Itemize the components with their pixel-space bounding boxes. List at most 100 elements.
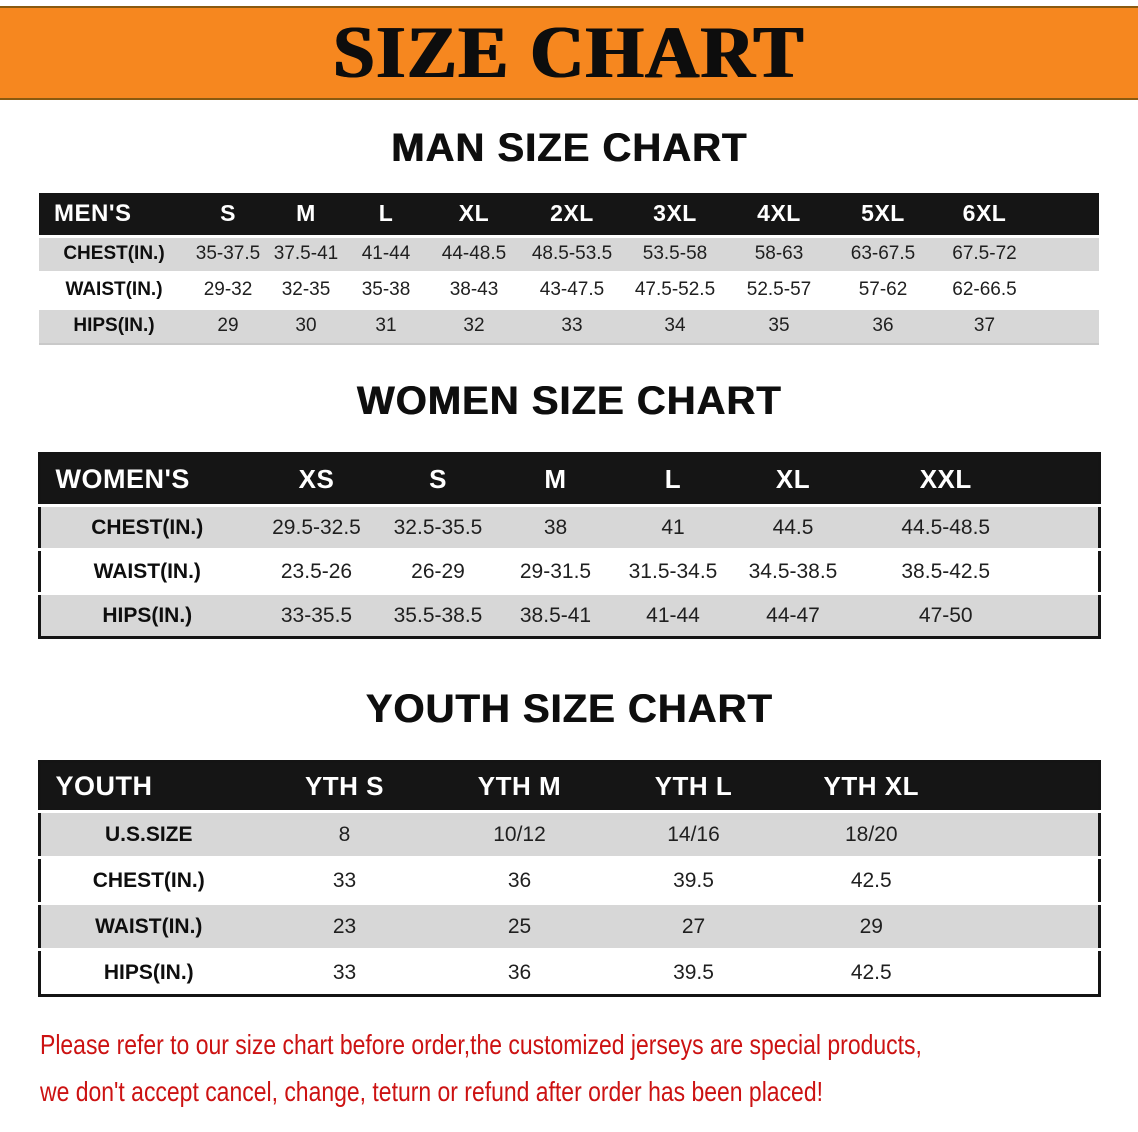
size-value-cell: 23 <box>332 914 357 938</box>
women-chest-row: CHEST(IN.) 29.5-32.5 32.5-35.5 38 41 44.… <box>39 505 1099 550</box>
size-value-cell: 31.5-34.5 <box>628 559 718 583</box>
youth-table-title: YOUTH <box>39 761 257 812</box>
row-label: HIPS(IN.) <box>102 603 193 627</box>
size-header-cell: 2XL <box>521 193 623 236</box>
size-header-cell: XL <box>427 193 521 236</box>
size-value-cell: 44.5-48.5 <box>901 515 991 539</box>
men-table-title: MEN'S <box>39 193 189 236</box>
size-header-cell: M <box>267 193 345 236</box>
youth-section: YOUTH SIZE CHART YOUTH YTH S YTH M YTH L… <box>0 687 1138 997</box>
size-value-cell: 32.5-35.5 <box>393 515 483 539</box>
size-value-cell: 44-47 <box>766 603 820 627</box>
women-size-table: WOMEN'S XS S M L XL XXL CHEST(IN.) 29.5-… <box>37 452 1101 639</box>
size-value-cell: 43-47.5 <box>539 279 605 300</box>
size-header-cell: 5XL <box>831 193 935 236</box>
men-hips-row: HIPS(IN.) 29 30 31 32 33 34 35 36 37 <box>39 308 1099 344</box>
size-header-cell: M <box>497 453 614 506</box>
size-value-cell: 14/16 <box>667 822 720 846</box>
size-value-cell: 53.5-58 <box>642 243 708 264</box>
size-value-cell: 67.5-72 <box>952 243 1017 264</box>
youth-hips-row: HIPS(IN.) 33 36 39.5 42.5 <box>39 949 1099 996</box>
row-label: WAIST(IN.) <box>93 559 201 583</box>
size-value-cell: 34.5-38.5 <box>748 559 838 583</box>
size-value-cell: 29 <box>859 914 883 938</box>
size-value-cell: 8 <box>338 822 351 846</box>
size-header-cell: 3XL <box>623 193 727 236</box>
size-value-cell: 41-44 <box>646 603 700 627</box>
size-value-cell: 42.5 <box>850 868 892 892</box>
size-header-cell: L <box>345 193 427 236</box>
size-value-cell: 34 <box>664 315 686 337</box>
size-value-cell: 33 <box>561 315 583 337</box>
size-value-cell: 63-67.5 <box>850 243 916 264</box>
size-value-cell: 47-50 <box>918 603 973 627</box>
size-value-cell: 36 <box>507 960 532 984</box>
size-value-cell: 37 <box>973 315 996 337</box>
size-value-cell: 48.5-53.5 <box>531 243 613 264</box>
size-value-cell: 10/12 <box>493 822 546 846</box>
size-header-cell: YTH L <box>607 761 780 812</box>
women-section: WOMEN SIZE CHART WOMEN'S XS S M L XL XXL <box>0 379 1138 639</box>
size-value-cell: 47.5-52.5 <box>634 279 716 300</box>
size-header-cell: XXL <box>854 453 1099 506</box>
size-value-cell: 29 <box>217 315 239 337</box>
size-value-cell: 57-62 <box>858 279 908 300</box>
men-chest-row: CHEST(IN.) 35-37.5 37.5-41 41-44 44-48.5… <box>39 236 1099 272</box>
size-value-cell: 39.5 <box>673 868 714 892</box>
size-value-cell: 26-29 <box>411 559 465 583</box>
men-size-table: MEN'S S M L XL 2XL 3XL 4XL 5XL 6XL CHEST… <box>39 193 1099 345</box>
size-header-cell: 4XL <box>727 193 831 236</box>
size-header-cell: L <box>614 453 732 506</box>
youth-chest-row: CHEST(IN.) 33 36 39.5 42.5 <box>39 857 1099 904</box>
row-label: HIPS(IN.) <box>103 960 194 984</box>
women-hips-row: HIPS(IN.) 33-35.5 35.5-38.5 38.5-41 41-4… <box>39 593 1099 638</box>
row-label: WAIST(IN.) <box>95 914 203 938</box>
row-label: CHEST(IN.) <box>92 868 205 892</box>
size-value-cell: 29.5-32.5 <box>272 515 361 539</box>
size-value-cell: 44-48.5 <box>441 243 507 264</box>
page-title: SIZE CHART <box>333 12 805 94</box>
row-label: HIPS(IN.) <box>73 315 155 337</box>
size-value-cell: 35-38 <box>361 279 411 300</box>
size-value-cell: 29-31.5 <box>519 559 592 583</box>
youth-waist-row: WAIST(IN.) 23 25 27 29 <box>39 903 1099 950</box>
size-value-cell: 52.5-57 <box>746 279 812 300</box>
size-value-cell: 62-66.5 <box>952 279 1017 300</box>
disclaimer-line-2: we don't accept cancel, change, teturn o… <box>40 1076 823 1107</box>
banner: SIZE CHART <box>0 6 1138 100</box>
size-value-cell: 35.5-38.5 <box>393 603 483 627</box>
size-value-cell: 23.5-26 <box>280 559 353 583</box>
size-value-cell: 27 <box>681 914 706 938</box>
size-header-cell: XL <box>732 453 854 506</box>
row-label: CHEST(IN.) <box>63 243 165 264</box>
disclaimer-line-1: Please refer to our size chart before or… <box>40 1029 922 1060</box>
size-header-cell: YTH S <box>257 761 432 812</box>
size-header-cell: YTH XL <box>780 761 1099 812</box>
size-value-cell: 38.5-41 <box>519 603 592 627</box>
size-value-cell: 41-44 <box>361 243 411 264</box>
row-label: WAIST(IN.) <box>65 279 163 300</box>
size-value-cell: 33 <box>332 868 357 892</box>
size-value-cell: 35 <box>768 315 790 337</box>
size-value-cell: 32 <box>463 315 485 337</box>
size-value-cell: 39.5 <box>673 960 714 984</box>
size-value-cell: 33 <box>332 960 357 984</box>
size-value-cell: 35-37.5 <box>195 243 261 264</box>
size-value-cell: 33-35.5 <box>280 603 353 627</box>
row-label: U.S.SIZE <box>104 822 193 846</box>
size-value-cell: 29-32 <box>203 279 253 300</box>
size-value-cell: 32-35 <box>281 279 331 300</box>
women-header-row: WOMEN'S XS S M L XL XXL <box>39 453 1099 506</box>
women-table-title: WOMEN'S <box>39 453 254 506</box>
size-header-cell: 6XL <box>935 193 1099 236</box>
size-value-cell: 58-63 <box>754 243 804 264</box>
men-section-heading: MAN SIZE CHART <box>390 126 748 170</box>
size-header-cell: YTH M <box>432 761 607 812</box>
size-header-cell: S <box>379 453 497 506</box>
size-value-cell: 36 <box>507 868 532 892</box>
size-value-cell: 30 <box>295 315 317 337</box>
youth-section-heading: YOUTH SIZE CHART <box>365 687 773 731</box>
youth-size-table: YOUTH YTH S YTH M YTH L YTH XL U.S.SIZE … <box>37 760 1101 997</box>
men-waist-row: WAIST(IN.) 29-32 32-35 35-38 38-43 43-47… <box>39 272 1099 308</box>
